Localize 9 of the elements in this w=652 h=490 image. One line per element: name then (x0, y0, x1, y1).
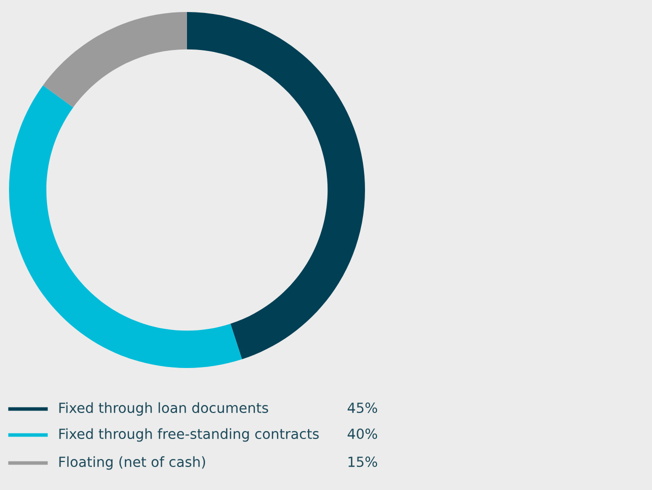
legend-label: Fixed through free-standing contracts (59, 428, 319, 442)
donut-slice (9, 85, 242, 368)
donut-slice (42, 12, 187, 108)
legend-label: Floating (net of cash) (59, 456, 206, 470)
legend-label: Fixed through loan documents (59, 402, 268, 416)
data-label: 40% (348, 428, 378, 440)
data-label: 15% (348, 456, 378, 468)
data-label: 45% (348, 402, 378, 414)
donut-slice (187, 12, 365, 360)
